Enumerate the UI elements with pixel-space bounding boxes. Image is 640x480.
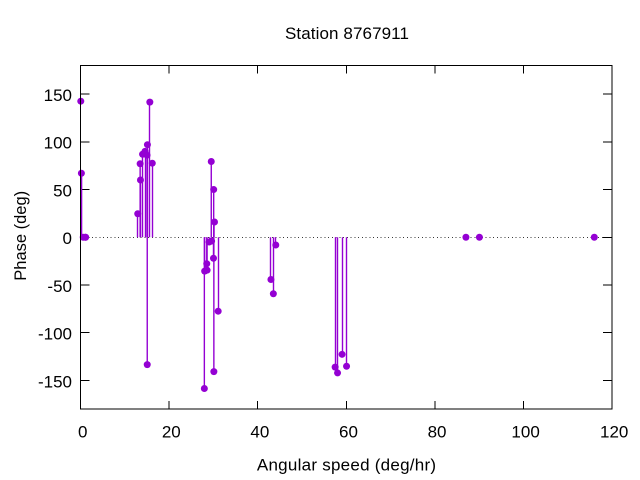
svg-text:Station 8767911: Station 8767911 [285, 24, 409, 43]
svg-text:100: 100 [511, 423, 539, 442]
svg-text:50: 50 [53, 181, 72, 200]
svg-text:-150: -150 [38, 372, 72, 391]
svg-text:80: 80 [428, 423, 447, 442]
svg-text:-50: -50 [47, 277, 72, 296]
svg-text:150: 150 [44, 86, 72, 105]
svg-text:100: 100 [44, 134, 72, 153]
svg-text:Phase (deg): Phase (deg) [12, 191, 30, 281]
svg-text:120: 120 [600, 423, 628, 442]
svg-text:0: 0 [78, 423, 87, 442]
svg-text:Angular speed (deg/hr): Angular speed (deg/hr) [257, 455, 436, 474]
svg-text:60: 60 [339, 423, 358, 442]
svg-text:0: 0 [63, 229, 72, 248]
svg-text:20: 20 [162, 423, 181, 442]
svg-text:40: 40 [250, 423, 269, 442]
svg-text:-100: -100 [38, 325, 72, 344]
